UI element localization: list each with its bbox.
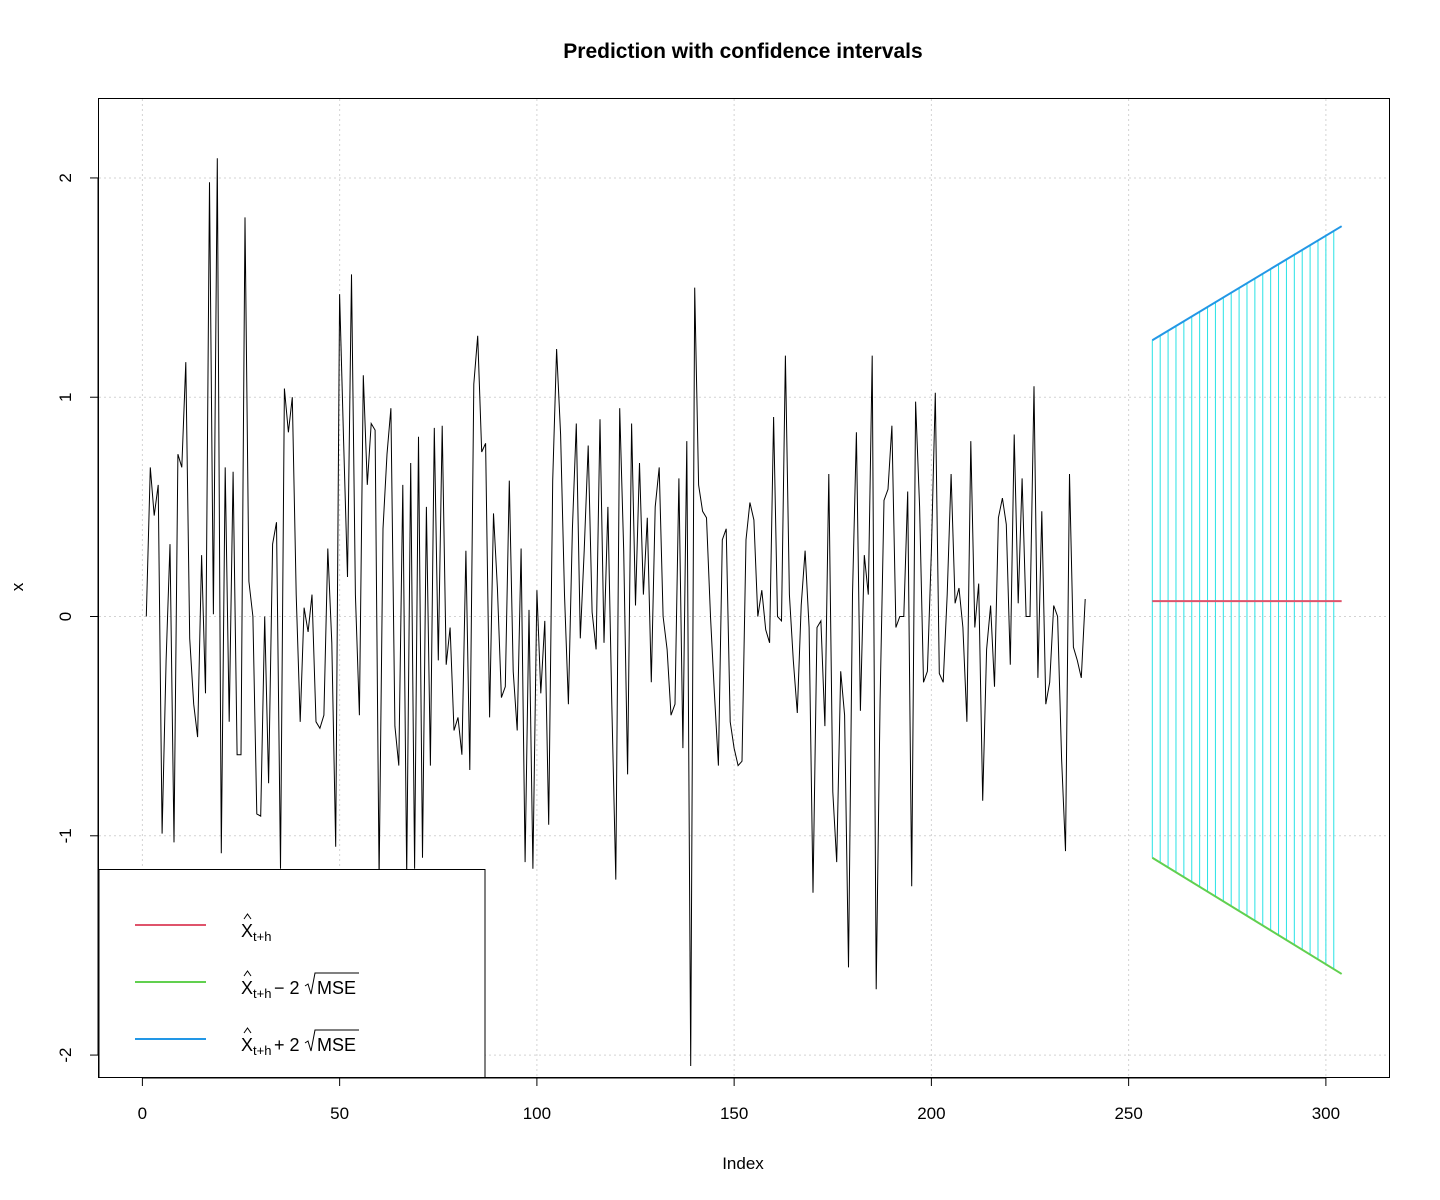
legend-hat <box>243 913 252 920</box>
x-tick-label: 100 <box>523 1104 551 1123</box>
y-tick-label: -1 <box>56 828 75 843</box>
legend-sqrt-sign <box>304 972 359 995</box>
legend-hat <box>243 1027 252 1034</box>
legend-symbol: X <box>241 921 253 941</box>
legend-sqrt-sign <box>304 1029 359 1052</box>
y-tick-label: -2 <box>56 1048 75 1063</box>
legend-subscript: t+h <box>253 929 271 944</box>
y-tick-label: 2 <box>56 173 75 182</box>
legend-subscript: t+h <box>253 986 271 1001</box>
y-axis-label: x <box>8 582 27 591</box>
legend-operator: − 2 <box>274 978 300 998</box>
series-layer <box>145 158 1343 1067</box>
legend-symbol: X <box>241 1035 253 1055</box>
series-observed-line <box>145 158 1086 1067</box>
legend-subscript: t+h <box>253 1043 271 1058</box>
x-axis-label: Index <box>722 1154 764 1173</box>
x-tick-label: 0 <box>138 1104 147 1123</box>
series-upper-bound-line <box>1151 225 1343 342</box>
legend-box <box>98 869 486 1078</box>
y-tick-label: 0 <box>56 612 75 621</box>
y-axis: -2 -1 0 1 2 <box>56 173 99 1063</box>
x-axis: 0 50 100 150 200 250 300 <box>138 1077 1340 1123</box>
legend-operator: + 2 <box>274 1035 300 1055</box>
y-tick-label: 1 <box>56 392 75 401</box>
x-tick-label: 250 <box>1114 1104 1142 1123</box>
x-tick-label: 150 <box>720 1104 748 1123</box>
chart-title: Prediction with confidence intervals <box>563 40 922 63</box>
legend-sqrt-text: MSE <box>317 978 356 998</box>
legend-symbol: X <box>241 978 253 998</box>
x-tick-label: 200 <box>917 1104 945 1123</box>
legend-hat <box>243 970 252 977</box>
confidence-interval-bars <box>1151 230 1335 970</box>
x-tick-label: 50 <box>330 1104 349 1123</box>
x-tick-label: 300 <box>1312 1104 1340 1123</box>
series-lower-bound-line <box>1151 856 1343 975</box>
legend-sqrt-text: MSE <box>317 1035 356 1055</box>
